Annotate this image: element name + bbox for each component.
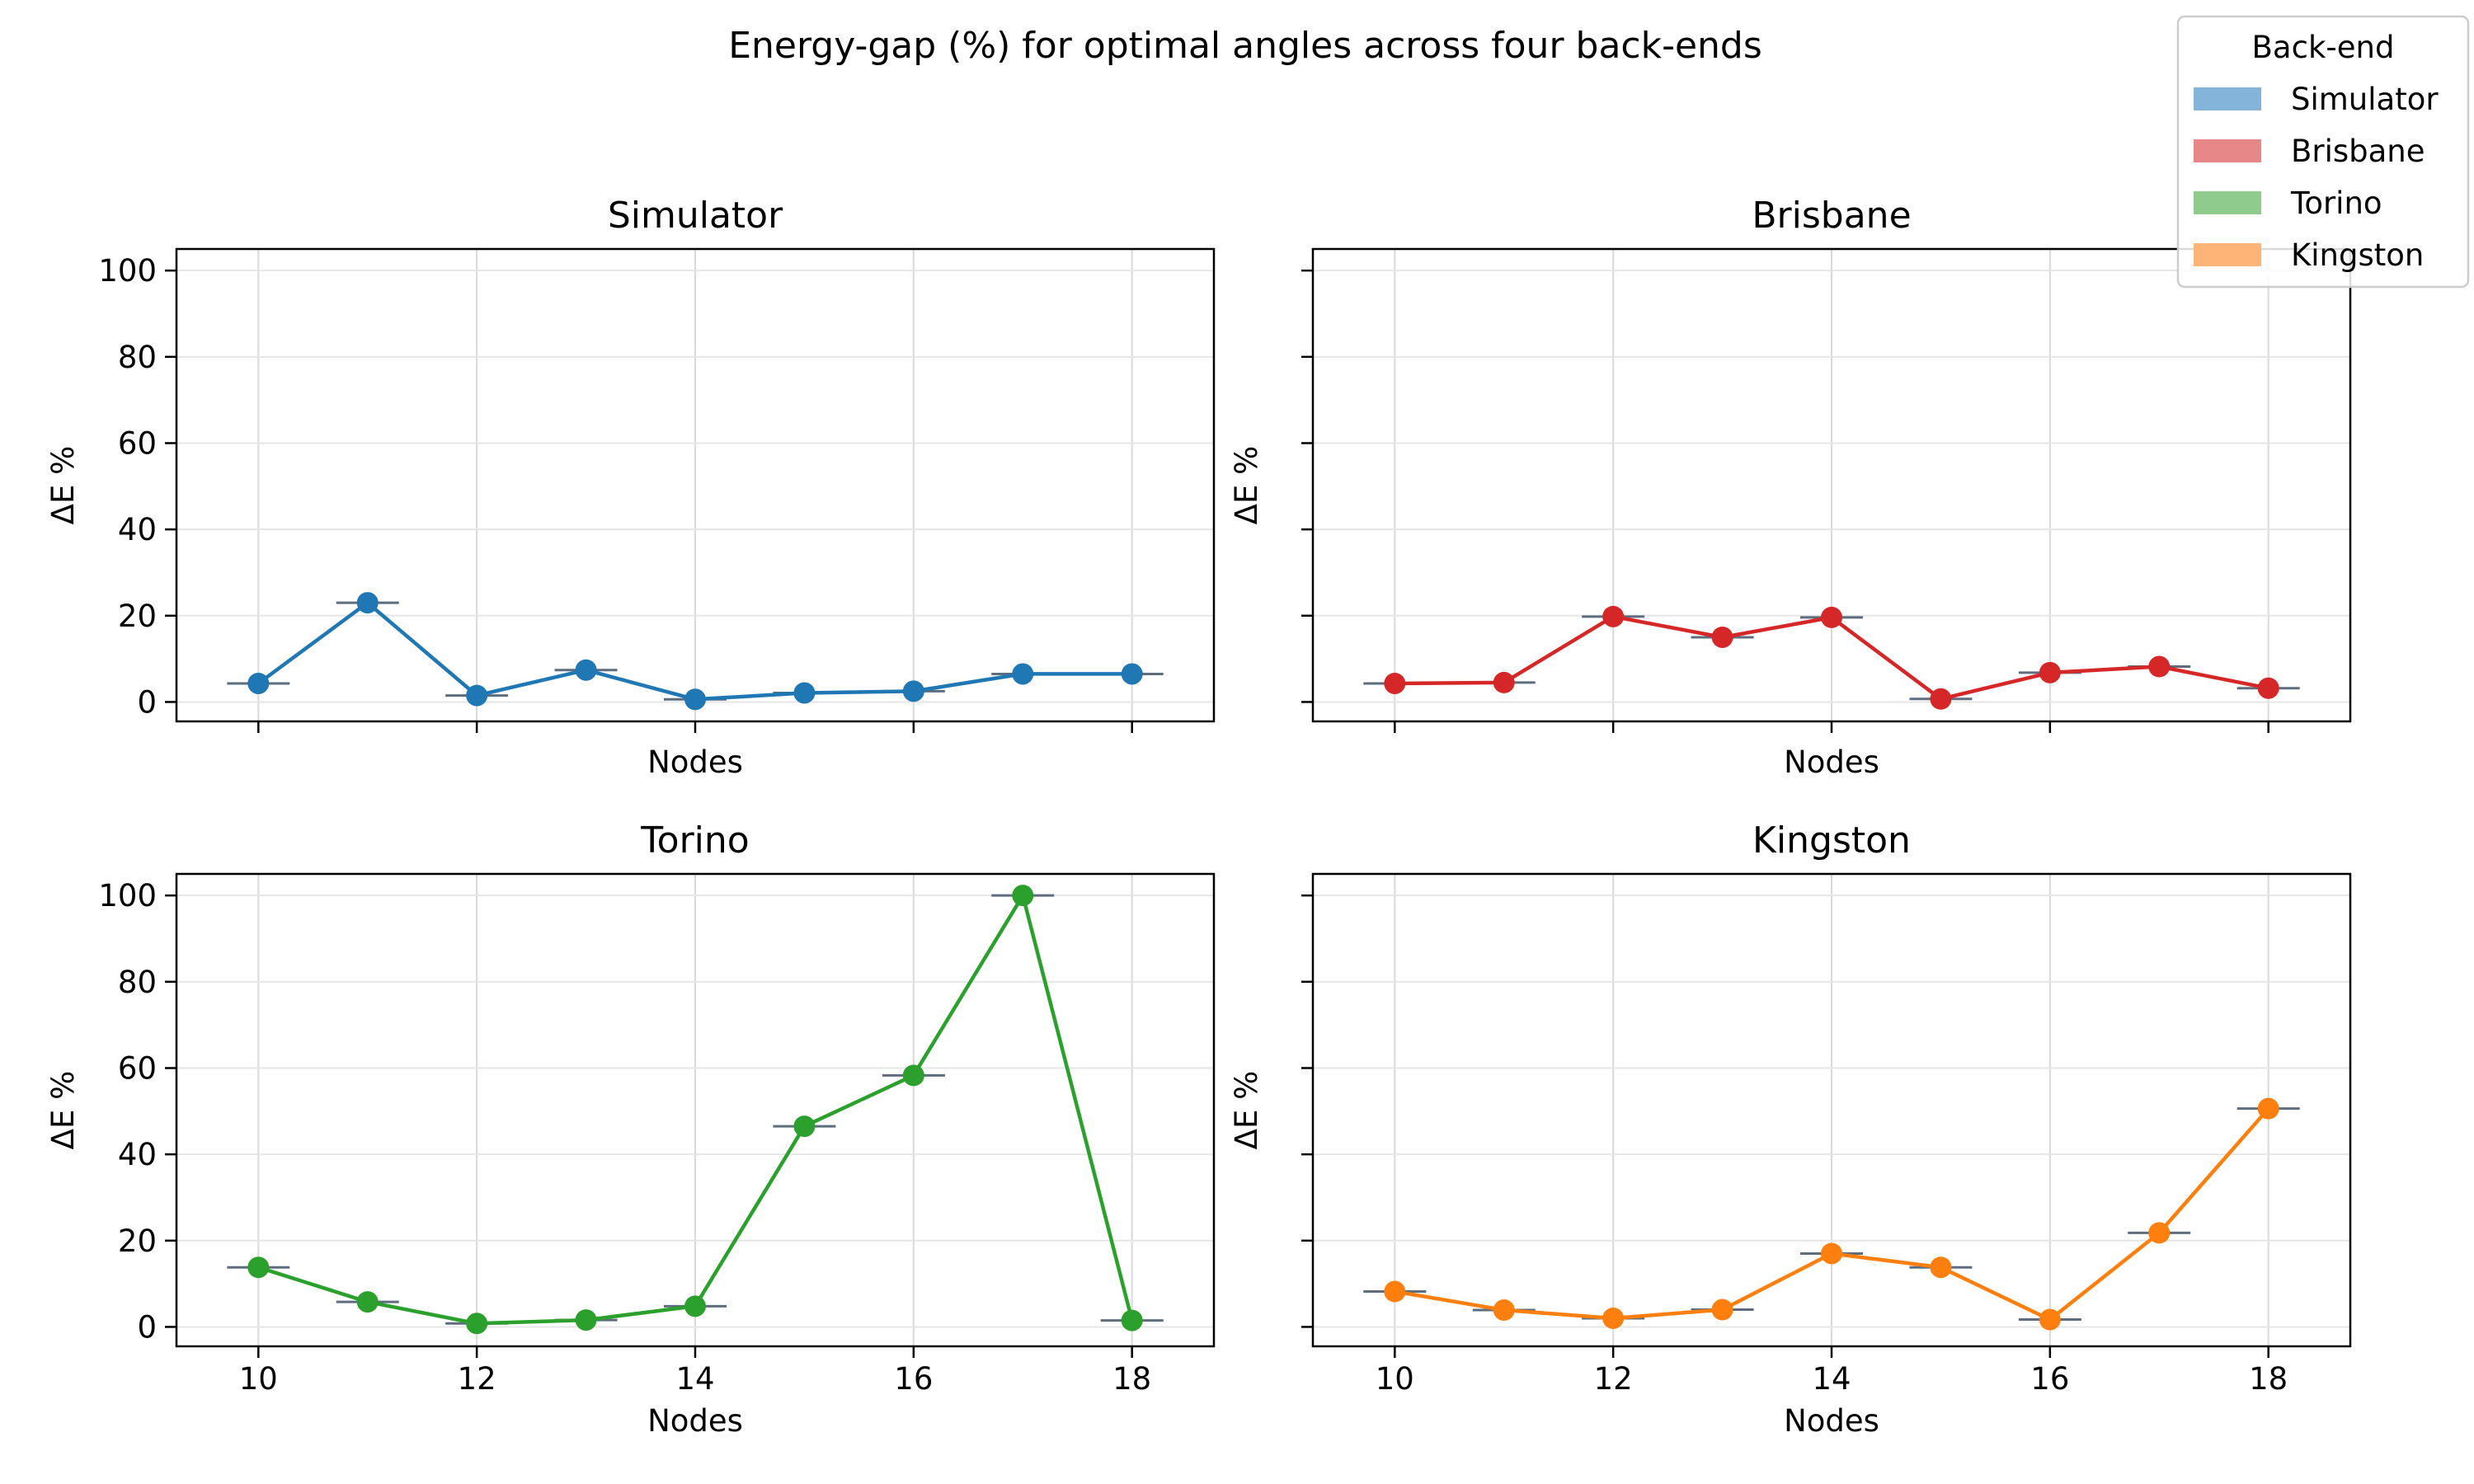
data-point <box>2039 1308 2061 1331</box>
data-point <box>2257 677 2279 699</box>
x-tick-label: 14 <box>675 1361 714 1397</box>
x-axis-label: Nodes <box>1784 1403 1879 1439</box>
legend-label-brisbane: Brisbane <box>2291 134 2425 169</box>
y-axis-label: ΔE % <box>1229 1071 1264 1150</box>
panel-title: Brisbane <box>1752 195 1911 237</box>
x-tick-label: 10 <box>1376 1361 1414 1397</box>
data-point <box>1930 688 1952 710</box>
y-tick-label: 40 <box>118 1137 157 1172</box>
data-point <box>2039 661 2061 683</box>
data-point <box>2257 1097 2279 1120</box>
data-point <box>793 1115 816 1138</box>
y-tick-label: 60 <box>118 1050 157 1086</box>
x-tick-label: 16 <box>894 1361 933 1397</box>
data-point <box>1384 672 1406 694</box>
y-tick-label: 40 <box>118 512 157 547</box>
y-axis-label: ΔE % <box>45 1071 81 1150</box>
y-tick-label: 80 <box>118 965 157 1000</box>
legend-swatch-torino <box>2194 191 2261 214</box>
panel-simulator: 0 20 40 60 80 100 Simulator Nodes ΔE % <box>45 195 1216 780</box>
panel-title: Simulator <box>608 195 783 237</box>
panel-title: Kingston <box>1752 819 1911 862</box>
data-point <box>1121 663 1143 685</box>
data-point <box>1121 1309 1143 1331</box>
legend: Back-end Simulator Brisbane Torino Kingston <box>2176 15 2470 289</box>
legend-swatch-simulator <box>2194 87 2261 110</box>
data-point <box>2148 655 2171 678</box>
legend-frame <box>2176 15 2470 289</box>
data-point <box>902 680 924 702</box>
y-tick-label: 60 <box>118 425 157 461</box>
y-tick-label: 20 <box>118 1223 157 1259</box>
y-axis-label: ΔE % <box>1229 446 1264 525</box>
data-point <box>466 1313 488 1335</box>
x-tick-label: 12 <box>1594 1361 1633 1397</box>
x-tick-label: 10 <box>239 1361 278 1397</box>
legend-swatch-kingston <box>2194 243 2261 266</box>
y-tick-label: 100 <box>98 253 157 289</box>
y-tick-label: 20 <box>118 599 157 634</box>
x-tick-label: 18 <box>1112 1361 1151 1397</box>
data-point <box>466 684 488 707</box>
data-point <box>1602 605 1625 627</box>
panel-title: Torino <box>640 819 749 862</box>
y-tick-label: 100 <box>98 878 157 913</box>
data-point <box>575 1309 597 1331</box>
y-tick-label: 0 <box>137 1309 157 1345</box>
data-point <box>1821 1242 1842 1265</box>
legend-label-kingston: Kingston <box>2291 237 2424 273</box>
y-tick-label: 80 <box>118 340 157 375</box>
data-point <box>1821 606 1842 628</box>
legend-label-simulator: Simulator <box>2291 82 2439 117</box>
data-point <box>1711 1298 1733 1321</box>
data-point <box>902 1064 924 1087</box>
data-point <box>247 1256 270 1279</box>
legend-swatch-brisbane <box>2194 139 2261 162</box>
x-axis-label: Nodes <box>647 1403 743 1439</box>
panel-torino: 10 12 14 16 18 0 20 40 60 80 100 Torino Nodes ΔE % <box>45 819 1216 1439</box>
data-point <box>684 1295 706 1317</box>
data-point <box>1012 663 1034 685</box>
data-point <box>684 688 706 711</box>
data-point <box>356 1291 379 1313</box>
x-axis-label: Nodes <box>1784 744 1879 780</box>
panel-brisbane: Brisbane Nodes ΔE % <box>1229 195 2352 780</box>
data-point <box>247 672 270 694</box>
data-point <box>356 592 379 614</box>
data-point <box>1711 626 1733 648</box>
x-tick-label: 14 <box>1812 1361 1851 1397</box>
x-axis-label: Nodes <box>647 744 743 780</box>
x-tick-label: 18 <box>2249 1361 2288 1397</box>
data-point <box>1384 1280 1406 1303</box>
data-point <box>2148 1222 2171 1244</box>
data-point <box>575 659 597 681</box>
data-point <box>1493 1299 1515 1322</box>
x-tick-label: 12 <box>458 1361 496 1397</box>
data-point <box>1602 1307 1625 1329</box>
data-point <box>1930 1256 1952 1279</box>
x-tick-label: 16 <box>2030 1361 2069 1397</box>
legend-title: Back-end <box>2252 30 2395 65</box>
data-point <box>793 682 816 704</box>
data-point <box>1012 885 1034 907</box>
y-axis-label: ΔE % <box>45 446 81 525</box>
data-point <box>1493 671 1515 693</box>
panel-kingston: 10 12 14 16 18 Kingston Nodes ΔE % <box>1229 819 2352 1439</box>
legend-label-torino: Torino <box>2290 186 2382 221</box>
figure-title: Energy-gap (%) for optimal angles across… <box>728 25 1762 67</box>
y-tick-label: 0 <box>137 684 157 720</box>
